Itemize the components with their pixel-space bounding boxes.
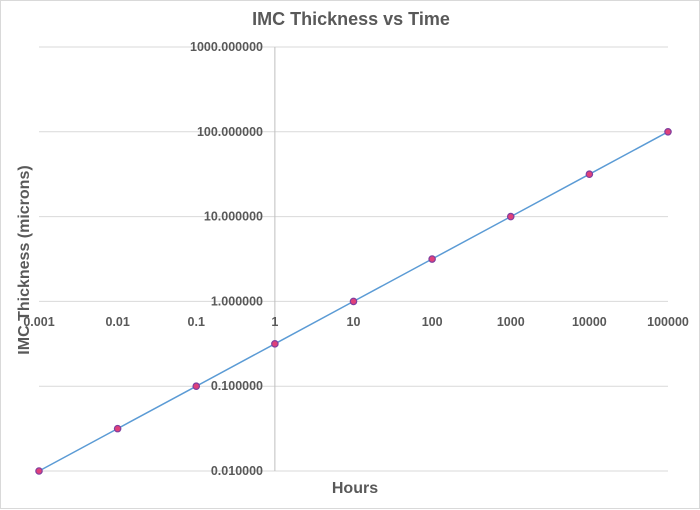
y-tick-labels: 0.010000 0.100000 1.000000 10.000000 100.000… (190, 40, 263, 478)
series-layer (35, 128, 672, 475)
data-point (349, 297, 358, 306)
y-tick-label: 100.000000 (197, 125, 263, 139)
data-point (271, 340, 279, 348)
x-tick-label: 0.1 (188, 315, 205, 329)
y-tick-label: 10.000000 (204, 210, 263, 224)
data-point (428, 255, 436, 263)
grid-layer (39, 46, 668, 472)
y-tick-label: 1.000000 (211, 294, 263, 308)
x-axis-title: Hours (332, 480, 378, 497)
x-tick-label: 0.001 (23, 315, 54, 329)
chart-title: IMC Thickness vs Time (252, 9, 450, 29)
y-axis-title: IMC Thickness (microns) (16, 165, 33, 354)
data-point (664, 128, 672, 136)
y-tick-label: 0.010000 (211, 464, 263, 478)
data-point (192, 382, 201, 391)
y-tick-label: 0.100000 (211, 379, 263, 393)
x-tick-label: 1000 (497, 315, 525, 329)
x-tick-label: 100 (422, 315, 443, 329)
data-point (113, 424, 122, 433)
x-tick-labels: 0.001 0.01 0.1 1 10 100 1000 10000 100000 (23, 315, 689, 329)
y-tick-label: 1000.000000 (190, 40, 263, 54)
data-point (506, 212, 515, 221)
x-tick-label: 10000 (572, 315, 607, 329)
data-point (585, 170, 594, 179)
x-tick-label: 0.01 (105, 315, 129, 329)
x-tick-label: 10 (347, 315, 361, 329)
data-point (35, 467, 43, 475)
x-tick-label: 100000 (647, 315, 689, 329)
x-tick-label: 1 (271, 315, 278, 329)
